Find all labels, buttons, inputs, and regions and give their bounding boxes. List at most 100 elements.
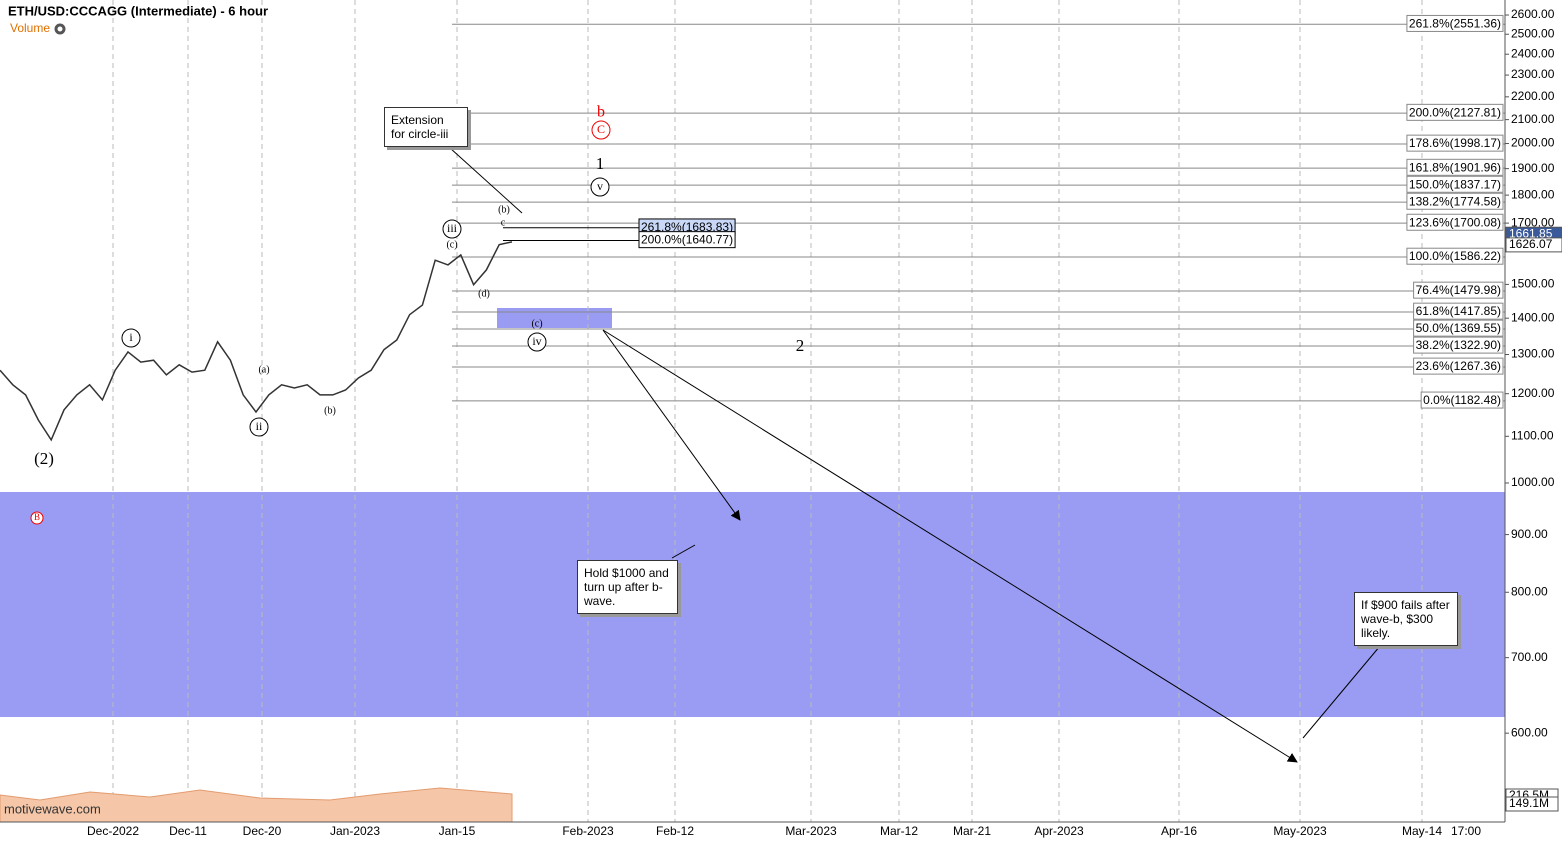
wave-circle	[527, 332, 547, 352]
y-tick-label: 2200.00	[1511, 89, 1555, 103]
volume-tag-label: 149.1M	[1509, 796, 1549, 810]
fib-label: 76.4%(1479.98)	[1416, 283, 1501, 297]
wave-label: (c)	[531, 318, 542, 329]
wave-label: v	[597, 179, 603, 193]
fib-label-box	[1406, 175, 1504, 193]
y-tick-label: 2000.00	[1511, 136, 1555, 150]
x-tick-label: Dec-11	[169, 824, 207, 838]
fib-label: 61.8%(1417.85)	[1416, 304, 1501, 318]
settings-icon[interactable]	[54, 23, 66, 35]
fib-label: 150.0%(1837.17)	[1409, 177, 1501, 191]
y-tick-label: 1400.00	[1511, 310, 1555, 324]
x-tick-label: Dec-20	[243, 824, 282, 838]
wave-label: (c)	[446, 239, 457, 250]
wave-circle	[121, 328, 141, 348]
fib-label-box	[1406, 14, 1504, 32]
watermark: motivewave.com	[4, 801, 101, 816]
wave-circle	[591, 120, 611, 140]
wave-label: (b)	[498, 204, 510, 215]
note: Extension for circle-iii	[384, 107, 468, 147]
volume-area	[0, 787, 513, 823]
x-tick-label: Apr-16	[1161, 824, 1197, 838]
y-tick-label: 1000.00	[1511, 475, 1555, 489]
fib-label-box	[1406, 192, 1504, 210]
wave-label: (2)	[34, 449, 54, 468]
wave-label: c	[501, 217, 506, 228]
fib-label: 100.0%(1586.22)	[1409, 249, 1501, 263]
note-pointer	[449, 147, 523, 214]
y-tick-label: 700.00	[1511, 650, 1548, 664]
wave-label: 2	[796, 336, 805, 355]
x-tick-label: Mar-2023	[785, 824, 837, 838]
extension-label-box	[638, 231, 736, 249]
fib-label-box	[1413, 336, 1504, 354]
extension-label: 261.8%(1683.83)	[641, 220, 733, 234]
note: Hold $1000 and turn up after b-wave.	[577, 560, 678, 614]
fib-label: 178.6%(1998.17)	[1409, 136, 1501, 150]
fib-label-box	[1420, 391, 1504, 409]
y-tick-label: 2600.00	[1511, 7, 1555, 21]
price-tag-label: 1626.07	[1509, 237, 1553, 251]
x-tick-label: Feb-12	[656, 824, 694, 838]
fib-label-box	[1406, 213, 1504, 231]
y-tick-label: 600.00	[1511, 725, 1548, 739]
fib-label: 161.8%(1901.96)	[1409, 160, 1501, 174]
wave-label: i	[129, 330, 133, 344]
x-tick-label: Mar-21	[953, 824, 991, 838]
y-tick-label: 1200.00	[1511, 386, 1555, 400]
price-tag-label: 1661.85	[1509, 226, 1553, 240]
y-tick-label: 2400.00	[1511, 46, 1555, 60]
wave-iv-zone	[497, 308, 612, 328]
fib-label: 0.0%(1182.48)	[1423, 393, 1501, 407]
wave-label: iii	[447, 221, 458, 235]
target-zone	[0, 492, 1505, 717]
fib-label: 50.0%(1369.55)	[1416, 321, 1501, 335]
fib-label-box	[1406, 103, 1504, 121]
fib-label: 200.0%(2127.81)	[1409, 105, 1501, 119]
y-tick-label: 900.00	[1511, 527, 1548, 541]
note-pointer	[671, 544, 696, 559]
note-pointer	[1302, 645, 1381, 739]
arrow	[602, 329, 741, 521]
y-tick-label: 1100.00	[1511, 428, 1554, 442]
y-tick-label: 2500.00	[1511, 26, 1555, 40]
fib-label: 261.8%(2551.36)	[1409, 16, 1501, 30]
wave-label: B	[34, 512, 40, 522]
fib-label-box	[1406, 158, 1504, 176]
y-tick-label: 2100.00	[1511, 112, 1555, 126]
x-tick-label: Dec-2022	[87, 824, 139, 838]
wave-label: b	[597, 104, 605, 121]
x-tick-label: 17:00	[1451, 824, 1481, 838]
x-tick-label: Jan-15	[439, 824, 476, 838]
fib-label-box	[1413, 319, 1504, 337]
wave-label: (a)	[258, 364, 269, 375]
y-tick-label: 1500.00	[1511, 277, 1555, 291]
y-tick-label: 1900.00	[1511, 161, 1555, 175]
x-tick-label: Jan-2023	[330, 824, 380, 838]
fib-label-box	[1413, 281, 1504, 299]
x-tick-label: May-14	[1402, 824, 1442, 838]
price-tag	[1505, 237, 1562, 253]
fib-label-box	[1413, 357, 1504, 375]
fib-label: 23.6%(1267.36)	[1416, 359, 1501, 373]
wave-label: C	[597, 122, 605, 136]
wave-circle	[249, 417, 269, 437]
price-line	[0, 241, 513, 442]
wave-circle	[442, 219, 462, 239]
x-tick-label: Feb-2023	[562, 824, 614, 838]
extension-label: 200.0%(1640.77)	[641, 233, 733, 247]
y-tick-label: 1700.00	[1511, 215, 1555, 229]
wave-label: (d)	[478, 288, 490, 299]
wave-circle	[590, 177, 610, 197]
wave-label: (b)	[324, 405, 336, 416]
fib-label-box	[1413, 302, 1504, 320]
fib-label: 38.2%(1322.90)	[1416, 338, 1501, 352]
wave-label: 1	[596, 154, 605, 173]
volume-tag	[1505, 796, 1559, 812]
y-tick-label: 1800.00	[1511, 187, 1555, 201]
wave-label: ii	[256, 419, 263, 433]
wave-circle	[30, 511, 44, 525]
fib-label: 123.6%(1700.08)	[1409, 215, 1501, 229]
